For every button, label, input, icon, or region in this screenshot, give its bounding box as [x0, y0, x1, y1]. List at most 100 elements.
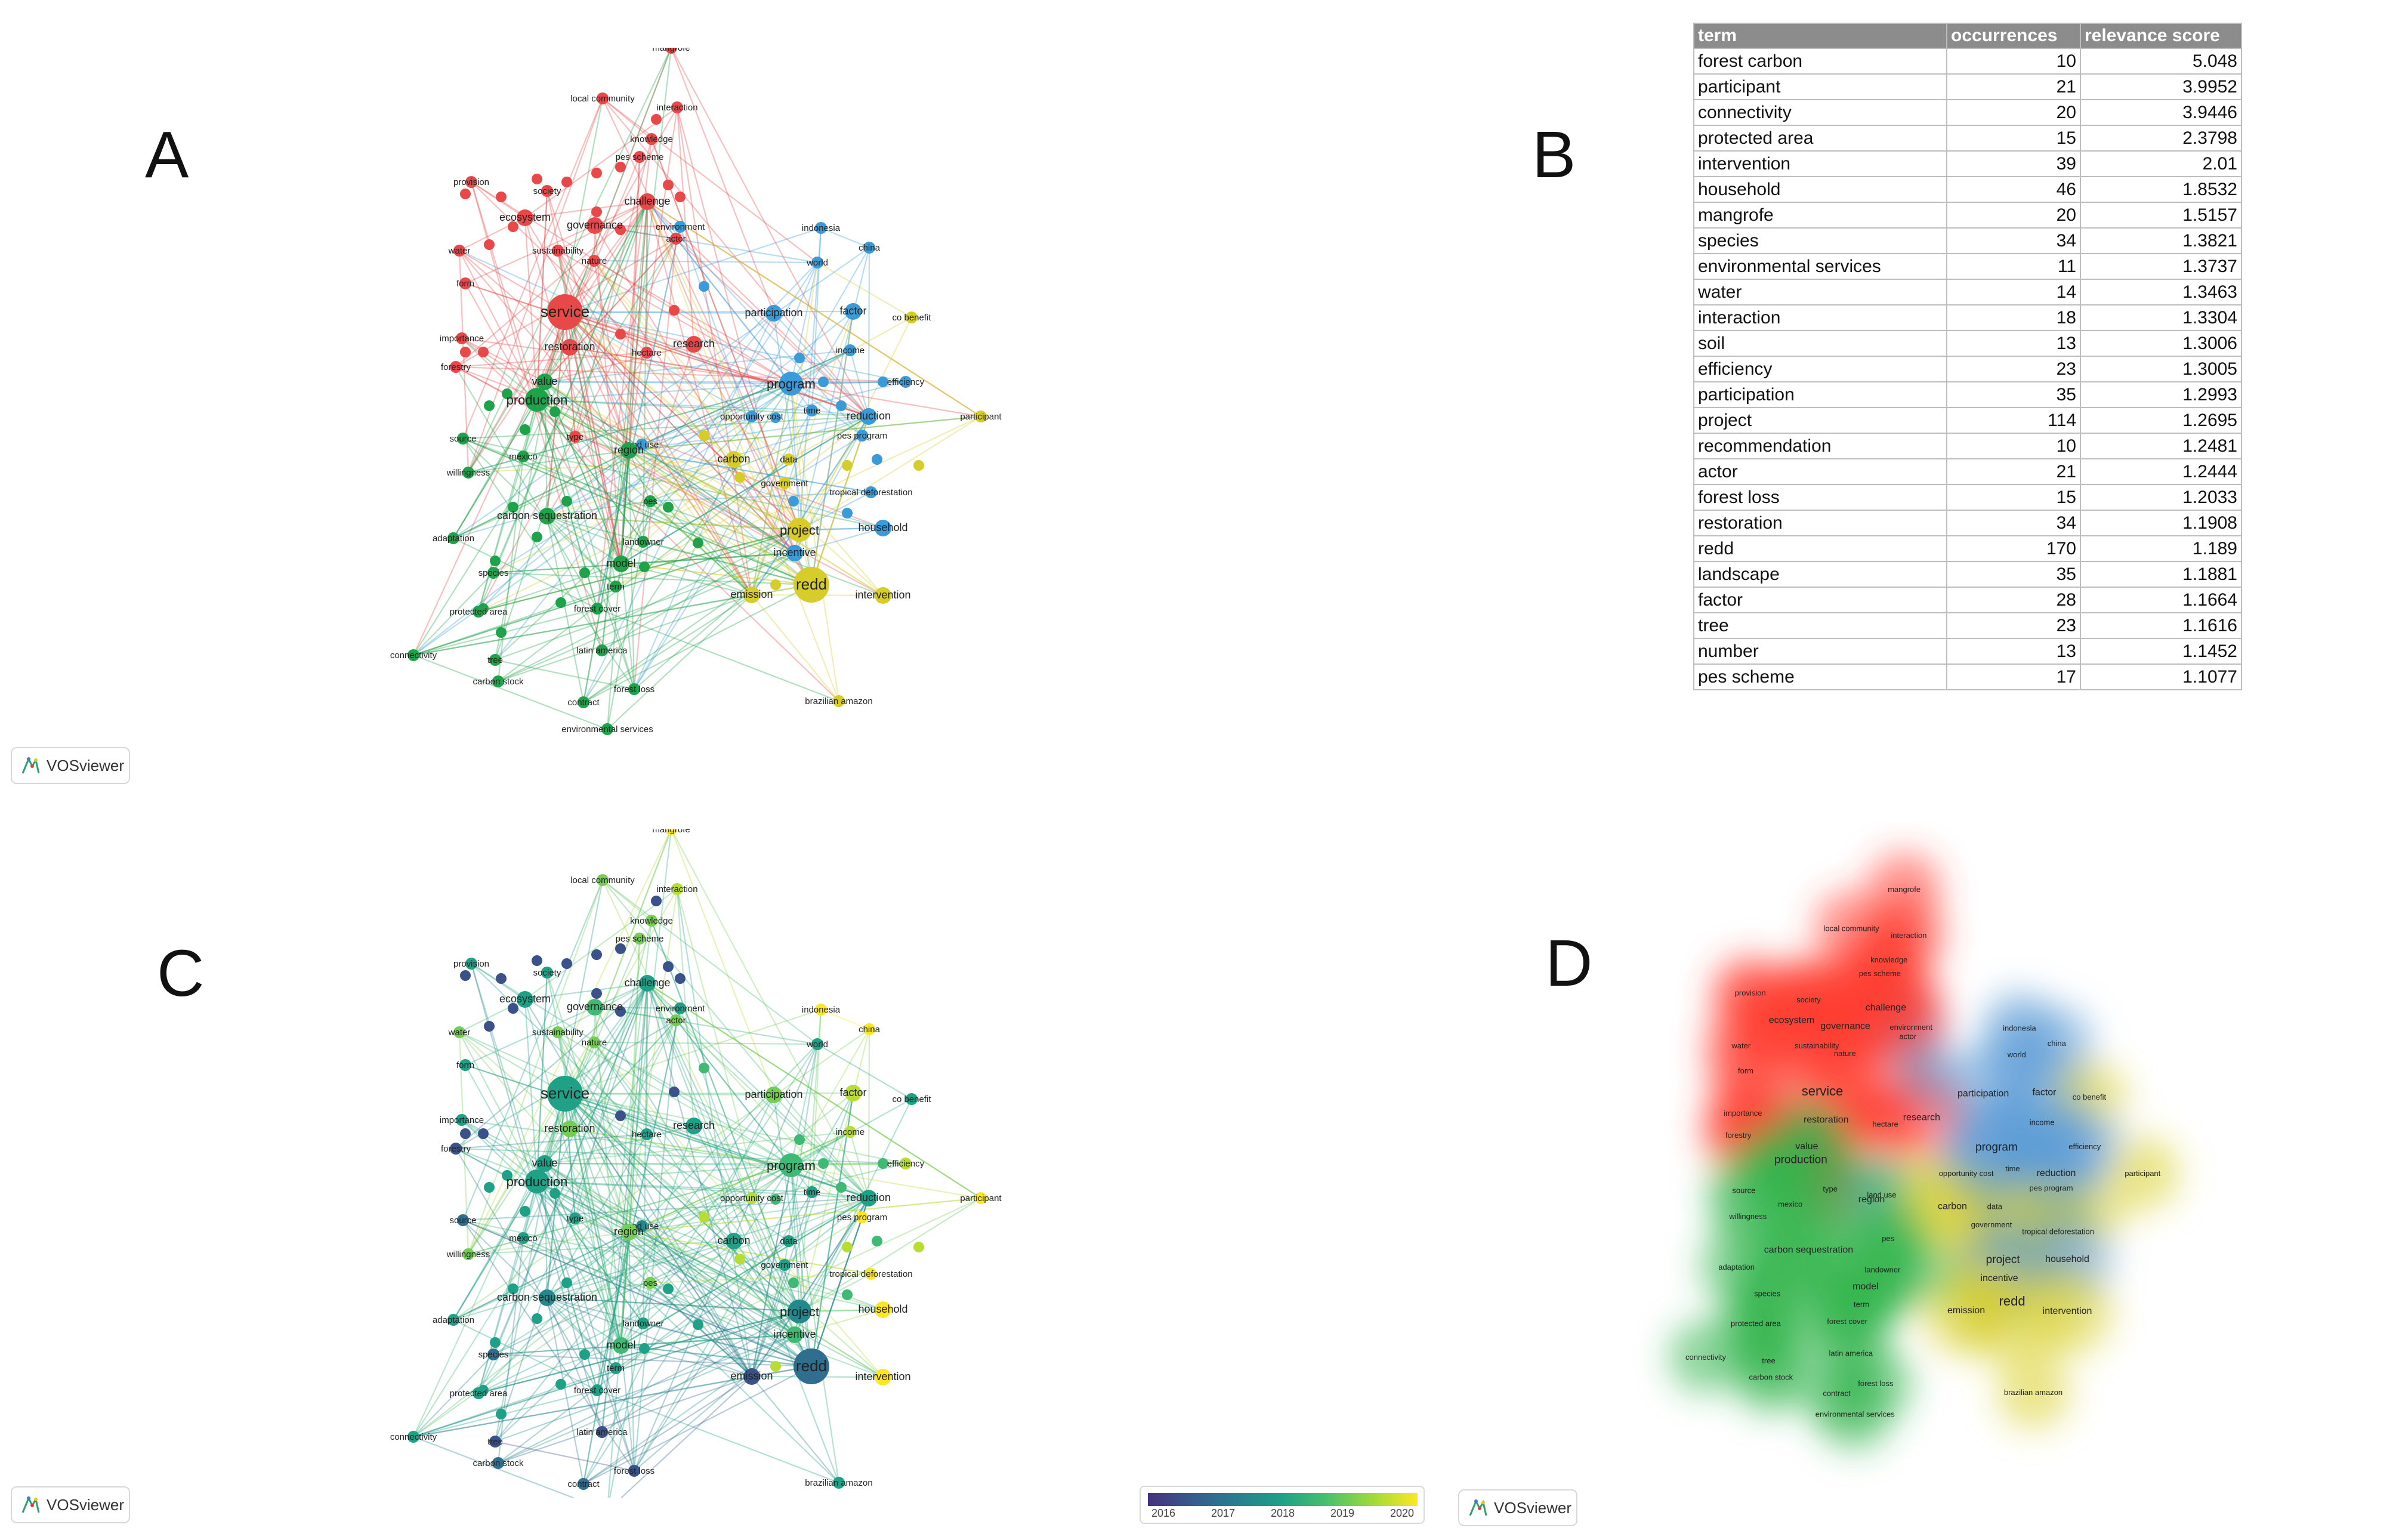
node-participant[interactable] [975, 1192, 987, 1204]
node-forestry[interactable] [450, 361, 462, 373]
node-governance[interactable] [586, 217, 603, 234]
node-production[interactable] [525, 1169, 549, 1193]
node-household[interactable] [875, 520, 891, 536]
node-intervention[interactable] [875, 587, 891, 604]
node-species[interactable] [487, 567, 499, 579]
node-research[interactable] [686, 336, 702, 353]
node-society[interactable] [541, 967, 553, 979]
node-landowner[interactable] [637, 536, 649, 548]
node-participation[interactable] [765, 1087, 782, 1103]
node-redd[interactable] [793, 1348, 829, 1384]
node-forest-cover[interactable] [591, 1384, 603, 1396]
node-participant[interactable] [975, 411, 987, 422]
node-program[interactable] [779, 372, 803, 396]
node-contract[interactable] [578, 696, 589, 708]
node-challenge[interactable] [639, 193, 656, 210]
node-project[interactable] [788, 518, 811, 542]
node-actor[interactable] [670, 233, 682, 245]
node-mexico[interactable] [517, 450, 529, 462]
node-pes-program[interactable] [856, 430, 868, 442]
node-form[interactable] [459, 277, 471, 289]
node-source[interactable] [457, 433, 469, 445]
node-research[interactable] [686, 1118, 702, 1134]
node-environmental-services[interactable] [601, 723, 613, 735]
node-brazilian-amazon[interactable] [833, 1477, 845, 1489]
node-environment[interactable] [674, 221, 686, 233]
node-reduction[interactable] [860, 1190, 877, 1206]
node-data[interactable] [783, 1235, 795, 1247]
node-value[interactable] [536, 1155, 553, 1172]
node-government[interactable] [779, 1259, 791, 1271]
node-redd[interactable] [793, 567, 829, 603]
node-efficiency[interactable] [900, 1158, 912, 1169]
node-protected-area[interactable] [473, 1387, 484, 1399]
node-challenge[interactable] [639, 975, 656, 992]
node-governance[interactable] [586, 999, 603, 1016]
node-carbon-stock[interactable] [492, 1457, 504, 1469]
node-service[interactable] [547, 1076, 583, 1112]
node-land-use[interactable] [636, 439, 648, 450]
node-china[interactable] [863, 242, 875, 254]
node-latin-america[interactable] [596, 1426, 608, 1438]
node-opportunity-cost[interactable] [746, 411, 758, 422]
node-pes-program[interactable] [856, 1211, 868, 1223]
node-emission[interactable] [743, 587, 760, 603]
node-local-community[interactable] [597, 92, 609, 104]
node-household[interactable] [875, 1301, 891, 1318]
node-value[interactable] [536, 374, 553, 390]
node-knowledge[interactable] [646, 133, 657, 145]
node-sustainability[interactable] [552, 245, 564, 257]
node-intervention[interactable] [875, 1369, 891, 1385]
node-mangrofe[interactable] [665, 48, 677, 54]
node-importance[interactable] [456, 332, 468, 344]
node-form[interactable] [459, 1059, 471, 1071]
node-term[interactable] [610, 1362, 622, 1374]
node-factor[interactable] [845, 303, 862, 320]
node-indonesia[interactable] [815, 222, 827, 234]
node-time[interactable] [806, 1186, 818, 1198]
node-importance[interactable] [456, 1114, 468, 1126]
node-society[interactable] [541, 185, 553, 197]
node-term[interactable] [610, 581, 622, 592]
node-pes[interactable] [644, 1277, 656, 1289]
node-source[interactable] [457, 1214, 469, 1226]
node-efficiency[interactable] [900, 376, 912, 388]
node-forest-loss[interactable] [628, 1465, 640, 1477]
node-service[interactable] [547, 294, 583, 330]
node-sustainability[interactable] [552, 1026, 564, 1038]
node-landowner[interactable] [637, 1317, 649, 1329]
node-land-use[interactable] [636, 1220, 648, 1232]
node-pes-scheme[interactable] [634, 151, 646, 163]
node-ecosystem[interactable] [517, 991, 533, 1008]
node-tropical-deforestation[interactable] [865, 486, 877, 498]
node-forest-loss[interactable] [628, 683, 640, 695]
node-co-benefit[interactable] [906, 1093, 918, 1105]
node-connectivity[interactable] [407, 649, 419, 661]
node-provision[interactable] [465, 958, 477, 970]
node-interaction[interactable] [671, 101, 683, 113]
node-water[interactable] [453, 1026, 465, 1038]
node-hectare[interactable] [641, 347, 653, 359]
node-hectare[interactable] [641, 1128, 653, 1140]
node-restoration[interactable] [561, 1121, 578, 1137]
node-nature[interactable] [588, 255, 600, 267]
node-pes-scheme[interactable] [634, 933, 646, 945]
node-local-community[interactable] [597, 874, 609, 886]
node-model[interactable] [613, 1337, 629, 1354]
node-participation[interactable] [765, 305, 782, 322]
node-program[interactable] [779, 1153, 803, 1177]
node-actor[interactable] [670, 1014, 682, 1026]
node-contract[interactable] [578, 1478, 589, 1490]
node-model[interactable] [613, 555, 629, 572]
node-restoration[interactable] [561, 339, 578, 356]
node-carbon-sequestration[interactable] [539, 1289, 555, 1306]
node-knowledge[interactable] [646, 915, 657, 927]
node-ecosystem[interactable] [517, 209, 533, 226]
node-species[interactable] [487, 1348, 499, 1360]
node-co-benefit[interactable] [906, 311, 918, 323]
node-government[interactable] [779, 477, 791, 489]
node-adaptation[interactable] [447, 532, 459, 544]
node-factor[interactable] [845, 1085, 862, 1101]
node-protected-area[interactable] [473, 606, 484, 618]
node-emission[interactable] [743, 1368, 760, 1385]
